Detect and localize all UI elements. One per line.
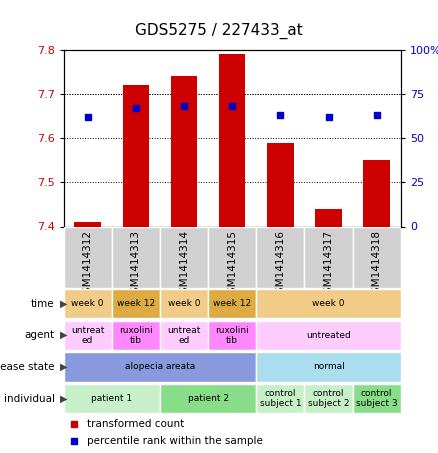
Bar	[64, 321, 112, 350]
Text: week 12: week 12	[117, 299, 155, 308]
Bar	[64, 289, 112, 318]
Bar	[208, 226, 256, 288]
Bar	[160, 384, 256, 413]
Text: percentile rank within the sample: percentile rank within the sample	[87, 436, 263, 446]
Bar	[112, 226, 160, 288]
Text: GDS5275 / 227433_at: GDS5275 / 227433_at	[135, 22, 303, 39]
Text: individual: individual	[4, 394, 55, 404]
Text: agent: agent	[25, 330, 55, 340]
Text: GSM1414318: GSM1414318	[372, 230, 381, 299]
Bar	[64, 352, 256, 381]
Bar	[256, 321, 401, 350]
Text: ▶: ▶	[60, 394, 67, 404]
Bar	[256, 226, 304, 288]
Text: normal: normal	[313, 362, 344, 371]
Text: control
subject 1: control subject 1	[259, 389, 301, 408]
Text: time: time	[31, 299, 55, 308]
Text: GSM1414316: GSM1414316	[276, 230, 285, 299]
Text: week 0: week 0	[312, 299, 345, 308]
Text: ▶: ▶	[60, 330, 67, 340]
Text: patient 1: patient 1	[91, 394, 132, 403]
Bar	[315, 209, 342, 226]
Text: week 0: week 0	[168, 299, 200, 308]
Text: disease state: disease state	[0, 362, 55, 372]
Bar	[64, 384, 160, 413]
Text: patient 2: patient 2	[187, 394, 229, 403]
Text: GSM1414314: GSM1414314	[179, 230, 189, 299]
Bar	[123, 85, 149, 226]
Bar	[112, 289, 160, 318]
Text: untreat
ed: untreat ed	[167, 326, 201, 345]
Text: untreat
ed: untreat ed	[71, 326, 104, 345]
Text: GSM1414312: GSM1414312	[83, 230, 92, 299]
Bar	[208, 289, 256, 318]
Bar	[364, 160, 390, 226]
Text: control
subject 3: control subject 3	[356, 389, 398, 408]
Text: control
subject 2: control subject 2	[308, 389, 349, 408]
Text: GSM1414313: GSM1414313	[131, 230, 141, 299]
Bar	[267, 143, 293, 226]
Text: ▶: ▶	[60, 299, 67, 308]
Text: ruxolini
tib: ruxolini tib	[119, 326, 153, 345]
Bar	[219, 54, 245, 226]
Bar	[112, 321, 160, 350]
Text: untreated: untreated	[306, 331, 351, 340]
Bar	[256, 352, 401, 381]
Text: transformed count: transformed count	[87, 419, 184, 429]
Bar	[256, 289, 401, 318]
Bar	[208, 321, 256, 350]
Bar	[304, 226, 353, 288]
Text: GSM1414315: GSM1414315	[227, 230, 237, 299]
Text: ▶: ▶	[60, 362, 67, 372]
Text: alopecia areata: alopecia areata	[125, 362, 195, 371]
Bar	[160, 226, 208, 288]
Bar	[353, 226, 401, 288]
Text: week 12: week 12	[213, 299, 251, 308]
Bar	[304, 384, 353, 413]
Bar	[64, 226, 112, 288]
Text: GSM1414317: GSM1414317	[324, 230, 333, 299]
Bar	[160, 289, 208, 318]
Text: ruxolini
tib: ruxolini tib	[215, 326, 249, 345]
Bar	[171, 76, 197, 226]
Bar	[160, 321, 208, 350]
Text: week 0: week 0	[71, 299, 104, 308]
Bar	[353, 384, 401, 413]
Bar	[74, 222, 101, 226]
Bar	[256, 384, 304, 413]
